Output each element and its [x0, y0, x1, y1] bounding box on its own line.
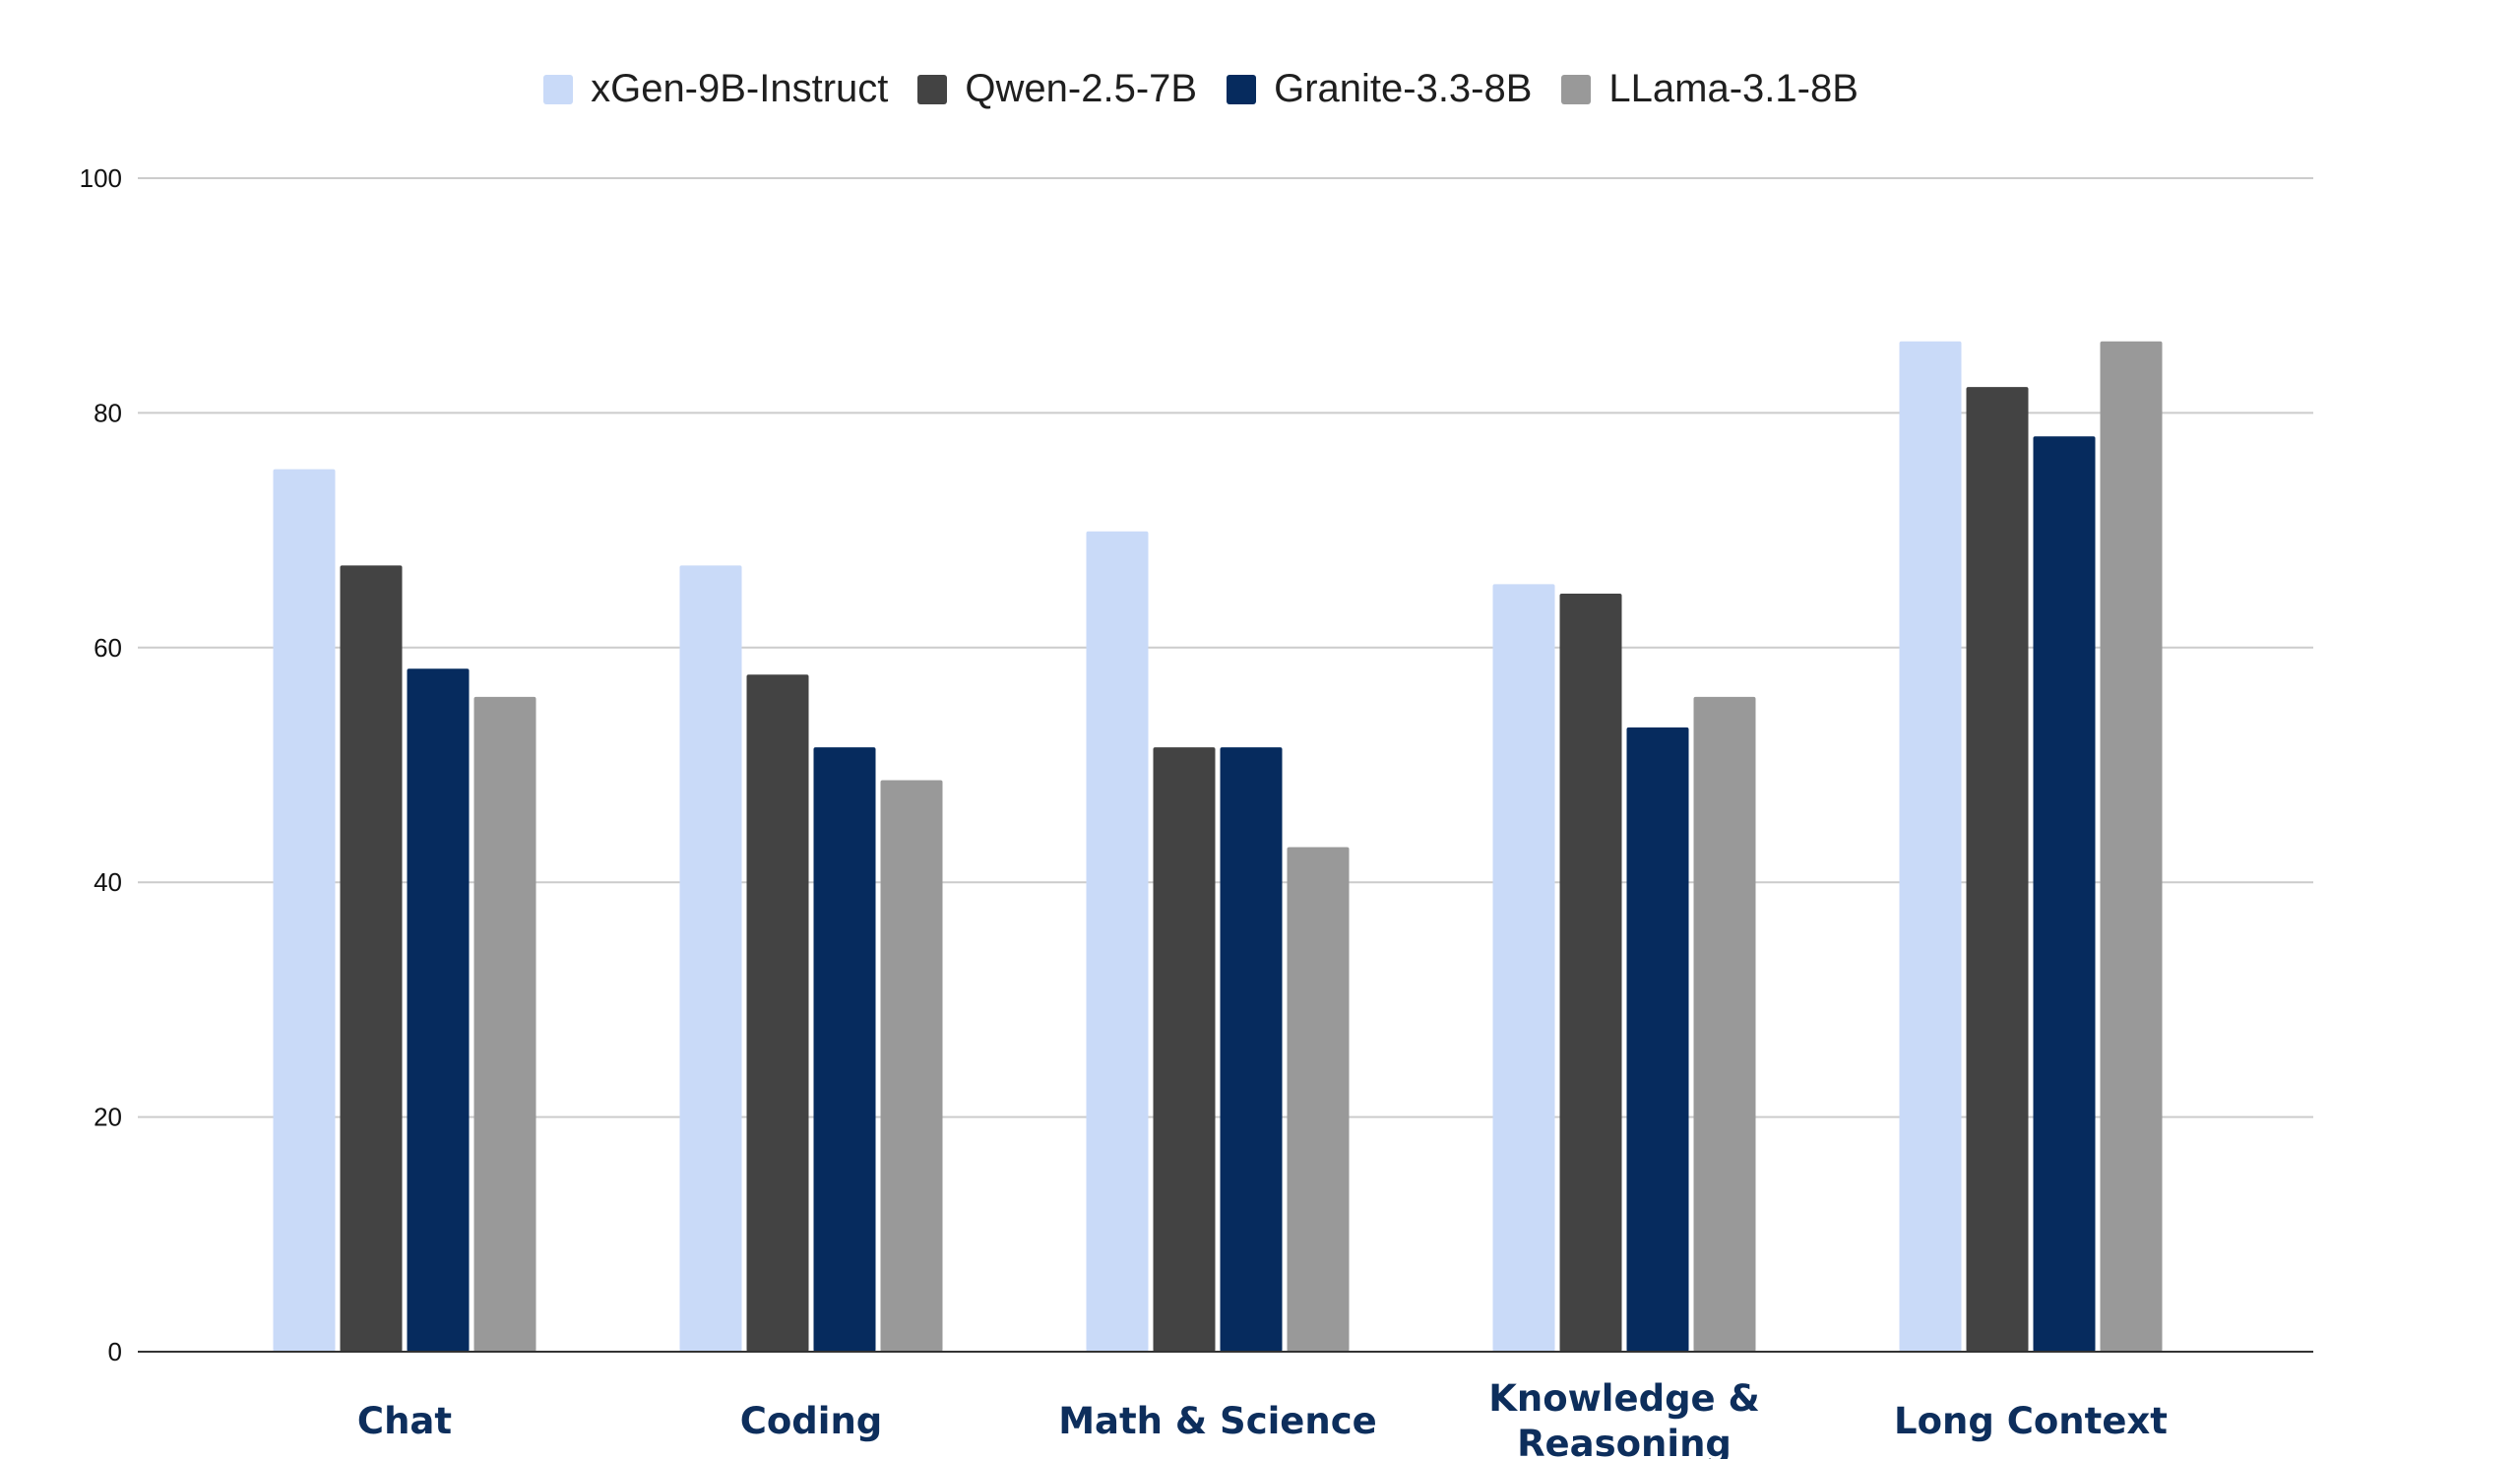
y-tick-label-100: 100 [80, 163, 122, 193]
legend-label-granite: Granite-3.3-8B [1274, 67, 1533, 110]
legend: xGen-9B-Instruct Qwen-2.5-7B Granite-3.3… [0, 67, 2520, 111]
legend-swatch-llama [1561, 74, 1592, 104]
bar-chat-llama-3-1-8b [473, 696, 536, 1352]
category-label-knowledge-reasoning-line-1: Knowledge & [1488, 1377, 1760, 1420]
bar-knowledge-reasoning-granite-3-3-8b [1626, 727, 1689, 1352]
bar-coding-xgen-9b-instruct [679, 565, 742, 1352]
y-tick-label-20: 20 [94, 1103, 122, 1132]
legend-swatch-xgen [543, 74, 574, 104]
y-axis-ticks: 0 20 40 60 80 100 [80, 163, 122, 1366]
y-tick-label-0: 0 [108, 1337, 122, 1366]
category-label-coding: Coding [740, 1400, 883, 1442]
bar-chat-xgen-9b-instruct [273, 469, 336, 1353]
legend-label-xgen: xGen-9B-Instruct [591, 67, 889, 110]
bar-long-context-granite-3-3-8b [2033, 436, 2096, 1352]
bar-chat-qwen-2-5-7b [340, 565, 403, 1352]
bar-math-science-granite-3-3-8b [1220, 747, 1283, 1352]
bars [273, 341, 2163, 1353]
bar-long-context-llama-3-1-8b [2100, 341, 2163, 1352]
bar-long-context-xgen-9b-instruct [1899, 341, 1962, 1352]
bar-math-science-llama-3-1-8b [1287, 847, 1350, 1352]
category-labels: Chat Coding Math & Science Knowledge &Reaso… [357, 1377, 2168, 1459]
legend-swatch-qwen [917, 74, 948, 104]
bar-knowledge-reasoning-llama-3-1-8b [1693, 696, 1756, 1352]
category-label-long-context: Long Context [1894, 1400, 2168, 1442]
bar-math-science-qwen-2-5-7b [1153, 747, 1216, 1352]
legend-label-llama: LLama-3.1-8B [1608, 67, 1858, 110]
y-tick-label-40: 40 [94, 867, 122, 897]
bar-knowledge-reasoning-qwen-2-5-7b [1559, 593, 1622, 1352]
bar-coding-llama-3-1-8b [880, 780, 943, 1352]
legend-item-granite: Granite-3.3-8B [1227, 67, 1532, 111]
bar-coding-granite-3-3-8b [813, 747, 876, 1352]
bar-math-science-xgen-9b-instruct [1086, 531, 1149, 1352]
y-tick-label-60: 60 [94, 633, 122, 663]
legend-item-xgen: xGen-9B-Instruct [543, 67, 888, 111]
bar-knowledge-reasoning-xgen-9b-instruct [1492, 584, 1555, 1352]
legend-swatch-granite [1227, 74, 1257, 104]
bar-long-context-qwen-2-5-7b [1966, 387, 2029, 1352]
legend-item-llama: LLama-3.1-8B [1561, 67, 1858, 111]
y-tick-label-80: 80 [94, 398, 122, 427]
bar-chat-granite-3-3-8b [407, 668, 470, 1352]
category-label-chat: Chat [357, 1400, 452, 1442]
legend-item-qwen: Qwen-2.5-7B [917, 67, 1197, 111]
category-label-math-science: Math & Science [1058, 1400, 1377, 1442]
category-label-knowledge-reasoning-line-2: Reasoning [1517, 1423, 1732, 1459]
bar-coding-qwen-2-5-7b [746, 674, 809, 1352]
legend-label-qwen: Qwen-2.5-7B [965, 67, 1198, 110]
